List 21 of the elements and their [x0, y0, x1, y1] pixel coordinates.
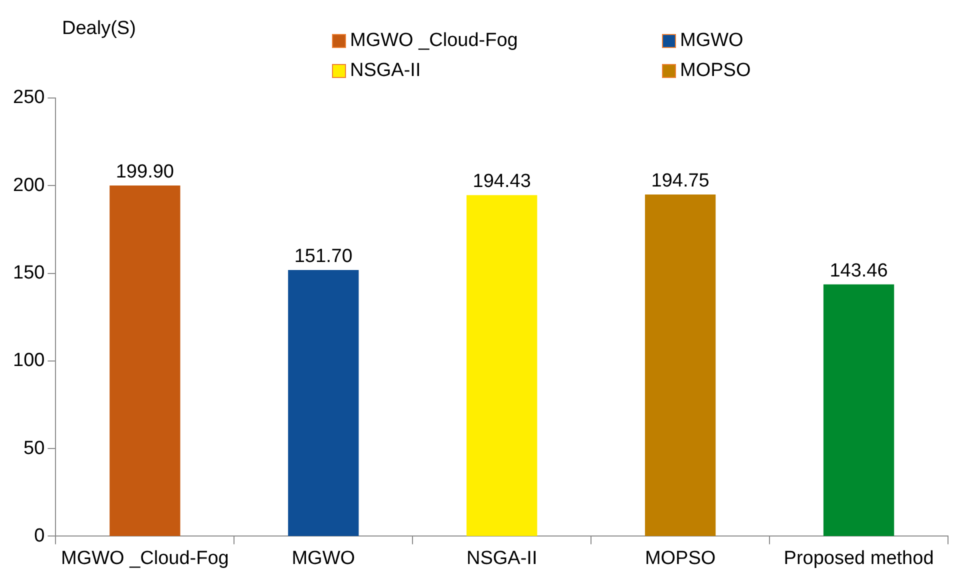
y-axis-title: Dealy(S) — [62, 18, 136, 40]
y-tick-label: 150 — [13, 262, 45, 284]
data-label: 194.75 — [651, 170, 710, 192]
legend-label: MOPSO — [680, 60, 751, 82]
data-label: 194.43 — [472, 171, 531, 192]
y-tick-label: 0 — [34, 525, 45, 546]
x-tick-label: NSGA-II — [466, 548, 538, 569]
x-tick-label: Proposed method — [784, 548, 934, 569]
y-tick-label: 100 — [13, 350, 45, 372]
data-label: 199.90 — [116, 162, 174, 183]
y-tick-label: 50 — [24, 438, 45, 459]
x-tick-label: MGWO — [292, 548, 356, 569]
legend-label: MGWO _Cloud-Fog — [350, 30, 518, 52]
y-tick-label: 200 — [13, 174, 45, 196]
x-tick-label: MGWO _Cloud-Fog — [60, 548, 229, 569]
data-label: 143.46 — [830, 260, 888, 282]
data-label: 151.70 — [294, 246, 352, 268]
legend-label: NSGA-II — [350, 60, 421, 82]
legend-label: MGWO — [680, 30, 744, 52]
y-tick-label: 250 — [13, 87, 45, 108]
x-tick-label: MOPSO — [644, 548, 716, 569]
